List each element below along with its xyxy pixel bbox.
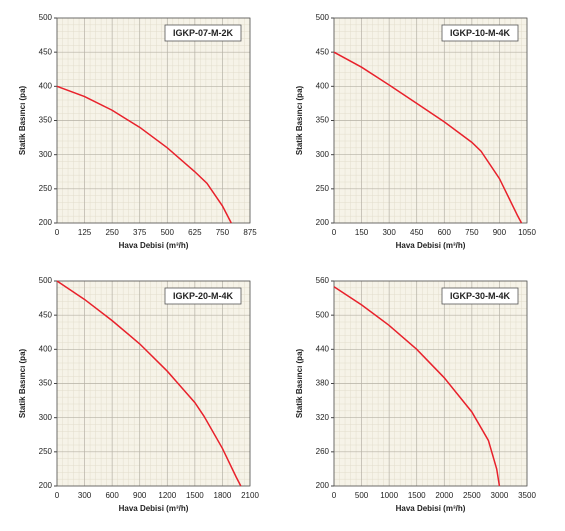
chart-title: IGKP-10-M-4K xyxy=(450,28,511,38)
y-axis-label: Statik Basıncı (pa) xyxy=(295,348,304,418)
x-tick-label: 1500 xyxy=(186,491,204,500)
x-axis-label: Hava Debisi (m³/h) xyxy=(119,241,189,250)
x-tick-label: 150 xyxy=(355,228,369,237)
x-tick-label: 1800 xyxy=(214,491,232,500)
y-tick-label: 350 xyxy=(316,116,330,125)
y-axis-label: Statik Basıncı (pa) xyxy=(18,348,27,418)
x-tick-label: 450 xyxy=(410,228,424,237)
plot-frame xyxy=(333,17,528,224)
plot-frame xyxy=(56,280,251,487)
curve xyxy=(56,280,242,487)
x-tick-label: 500 xyxy=(161,228,175,237)
x-tick-label: 3500 xyxy=(518,491,536,500)
x-tick-label: 600 xyxy=(105,491,119,500)
x-tick-label: 750 xyxy=(216,228,230,237)
y-tick-label: 500 xyxy=(316,13,330,22)
y-tick-label: 250 xyxy=(316,184,330,193)
y-tick-label: 500 xyxy=(39,276,53,285)
y-tick-label: 450 xyxy=(39,310,53,319)
x-tick-label: 125 xyxy=(78,228,92,237)
x-tick-label: 600 xyxy=(438,228,452,237)
x-tick-label: 750 xyxy=(465,228,479,237)
y-tick-label: 300 xyxy=(316,150,330,159)
x-tick-label: 250 xyxy=(105,228,119,237)
title-box xyxy=(441,24,519,42)
x-tick-label: 625 xyxy=(188,228,202,237)
chart-title: IGKP-20-M-4K xyxy=(173,291,234,301)
y-tick-label: 300 xyxy=(39,413,53,422)
y-tick-label: 400 xyxy=(39,344,53,353)
chart-title: IGKP-30-M-4K xyxy=(450,291,511,301)
title-box xyxy=(164,24,242,42)
y-tick-label: 320 xyxy=(316,413,330,422)
x-tick-label: 900 xyxy=(133,491,147,500)
x-axis-label: Hava Debisi (m³/h) xyxy=(119,504,189,513)
y-axis-label: Statik Basıncı (pa) xyxy=(18,85,27,155)
y-tick-label: 260 xyxy=(316,447,330,456)
x-tick-label: 900 xyxy=(493,228,507,237)
y-tick-label: 200 xyxy=(39,481,53,490)
y-tick-label: 200 xyxy=(316,481,330,490)
x-tick-label: 2100 xyxy=(241,491,259,500)
y-tick-label: 400 xyxy=(39,81,53,90)
chart-title: IGKP-07-M-2K xyxy=(173,28,234,38)
x-tick-label: 500 xyxy=(355,491,369,500)
title-box xyxy=(441,287,519,305)
x-tick-label: 0 xyxy=(55,491,60,500)
y-tick-label: 400 xyxy=(316,81,330,90)
curve xyxy=(56,85,232,224)
y-tick-label: 380 xyxy=(316,379,330,388)
y-tick-label: 200 xyxy=(316,218,330,227)
title-box xyxy=(164,287,242,305)
plot-frame xyxy=(333,280,528,487)
x-tick-label: 300 xyxy=(382,228,396,237)
x-tick-label: 2500 xyxy=(463,491,481,500)
x-tick-label: 300 xyxy=(78,491,92,500)
plot-frame xyxy=(56,17,251,224)
curve xyxy=(333,51,523,224)
y-tick-label: 350 xyxy=(39,116,53,125)
x-tick-label: 3000 xyxy=(491,491,509,500)
x-tick-label: 0 xyxy=(55,228,60,237)
x-tick-label: 1500 xyxy=(408,491,426,500)
y-tick-label: 250 xyxy=(39,447,53,456)
curve xyxy=(333,286,501,487)
y-axis-label: Statik Basıncı (pa) xyxy=(295,85,304,155)
x-tick-label: 1200 xyxy=(158,491,176,500)
y-tick-label: 300 xyxy=(39,150,53,159)
x-tick-label: 0 xyxy=(332,228,337,237)
y-tick-label: 440 xyxy=(316,344,330,353)
x-tick-label: 2000 xyxy=(435,491,453,500)
x-tick-label: 1000 xyxy=(380,491,398,500)
y-tick-label: 560 xyxy=(316,276,330,285)
y-tick-label: 250 xyxy=(39,184,53,193)
y-tick-label: 450 xyxy=(316,47,330,56)
x-axis-label: Hava Debisi (m³/h) xyxy=(396,241,466,250)
y-tick-label: 350 xyxy=(39,379,53,388)
y-tick-label: 500 xyxy=(39,13,53,22)
y-tick-label: 450 xyxy=(39,47,53,56)
x-tick-label: 1050 xyxy=(518,228,536,237)
y-tick-label: 200 xyxy=(39,218,53,227)
x-tick-label: 875 xyxy=(243,228,257,237)
x-tick-label: 375 xyxy=(133,228,147,237)
y-tick-label: 500 xyxy=(316,310,330,319)
x-axis-label: Hava Debisi (m³/h) xyxy=(396,504,466,513)
x-tick-label: 0 xyxy=(332,491,337,500)
